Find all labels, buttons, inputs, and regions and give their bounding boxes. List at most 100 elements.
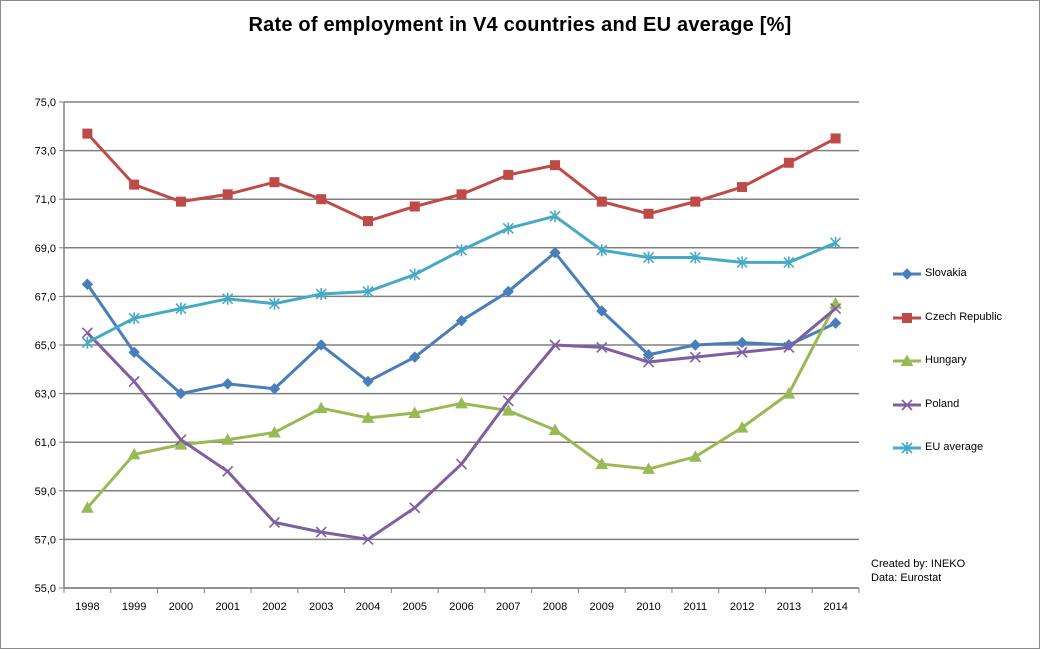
data-point-poland [409, 502, 421, 514]
x-tick-label: 2010 [636, 601, 660, 613]
legend-label: Slovakia [925, 267, 967, 279]
data-point-czech-republic [316, 194, 327, 205]
data-point-poland [642, 356, 655, 368]
data-point-czech-republic [175, 196, 186, 207]
x-tick-label: 2009 [590, 601, 614, 613]
data-point-eu-average [689, 251, 701, 264]
data-point-hungary [735, 421, 749, 433]
data-point-poland [81, 327, 93, 339]
data-point-slovakia [221, 378, 234, 390]
data-point-hungary [642, 462, 655, 474]
x-tick-label: 2008 [543, 601, 567, 613]
data-point-eu-average [642, 251, 655, 264]
data-point-eu-average [409, 268, 421, 281]
data-point-slovakia [128, 346, 140, 358]
data-point-eu-average [502, 222, 514, 235]
data-point-czech-republic [409, 201, 420, 212]
chart-credits: Created by: INEKO Data: Eurostat [871, 557, 965, 585]
data-point-eu-average [268, 297, 281, 310]
data-point-hungary [81, 501, 94, 513]
legend-item-hungary: Hungary [893, 349, 1033, 393]
data-point-poland [502, 395, 514, 407]
y-tick-label: 55,0 [35, 583, 56, 595]
x-tick-label: 2014 [823, 601, 847, 613]
legend-swatch-poland [893, 399, 921, 411]
y-tick-label: 69,0 [35, 243, 56, 255]
data-point-poland [268, 516, 281, 528]
legend-item-poland: Poland [893, 393, 1033, 437]
data-point-poland [175, 434, 187, 446]
data-point-slovakia [549, 246, 561, 259]
data-point-slovakia [736, 336, 748, 349]
legend-marker [900, 354, 914, 367]
legend-swatch-czech-republic [893, 312, 921, 323]
data-point-hungary [548, 423, 562, 436]
data-point-eu-average [81, 336, 93, 349]
data-point-slovakia [596, 305, 608, 317]
data-point-hungary [314, 401, 328, 414]
data-point-poland [783, 341, 795, 353]
data-point-czech-republic [222, 189, 233, 200]
data-point-poland [689, 351, 701, 363]
x-tick-label: 2003 [309, 601, 333, 613]
x-tick-label: 2000 [169, 601, 193, 613]
data-point-czech-republic [783, 157, 794, 168]
data-point-hungary [455, 396, 468, 409]
data-point-czech-republic [362, 216, 373, 227]
legend-marker [901, 442, 913, 455]
data-point-eu-average [362, 285, 374, 298]
legend-marker [902, 312, 912, 323]
data-point-czech-republic [503, 169, 514, 180]
data-point-hungary [361, 411, 375, 423]
data-point-czech-republic [737, 182, 748, 193]
data-point-poland [222, 465, 234, 477]
credits-data-source: Data: Eurostat [871, 572, 942, 584]
data-point-czech-republic [129, 179, 140, 190]
x-tick-label: 2013 [777, 601, 801, 613]
data-point-eu-average [175, 302, 187, 315]
data-point-eu-average [128, 312, 140, 325]
chart-title: Rate of employment in V4 countries and E… [248, 14, 792, 36]
data-point-slovakia [175, 387, 187, 400]
x-tick-label: 1998 [75, 601, 99, 613]
data-point-slovakia [642, 349, 655, 361]
data-point-poland [830, 302, 842, 315]
data-point-poland [736, 346, 748, 358]
data-point-slovakia [268, 383, 281, 395]
data-point-eu-average [549, 210, 561, 223]
data-point-poland [596, 341, 608, 353]
data-point-hungary [595, 457, 609, 470]
legend-label: Poland [925, 397, 960, 410]
data-point-hungary [127, 447, 141, 460]
data-point-eu-average [783, 256, 795, 269]
data-point-hungary [501, 404, 515, 416]
data-point-hungary [688, 450, 702, 462]
data-point-hungary [174, 438, 188, 450]
data-point-poland [549, 339, 561, 351]
legend-item-slovakia: Slovakia [893, 262, 1033, 306]
x-tick-label: 1999 [122, 601, 146, 613]
data-point-slovakia [315, 339, 327, 351]
y-tick-label: 61,0 [35, 437, 56, 449]
y-tick-label: 65,0 [35, 340, 56, 352]
data-point-eu-average [596, 244, 608, 257]
y-tick-label: 63,0 [35, 389, 56, 401]
legend-item-eu-average: EU average [893, 436, 1033, 480]
data-point-czech-republic [456, 189, 467, 200]
legend-marker [901, 399, 913, 411]
data-point-czech-republic [550, 160, 561, 171]
x-tick-label: 2005 [402, 601, 426, 613]
data-point-poland [455, 458, 468, 470]
data-point-czech-republic [596, 196, 607, 207]
data-point-hungary [268, 425, 281, 438]
data-point-hungary [782, 387, 796, 399]
x-tick-label: 2002 [262, 601, 286, 613]
data-point-poland [362, 533, 374, 545]
x-tick-label: 2012 [730, 601, 754, 613]
x-tick-label: 2007 [496, 601, 520, 613]
legend-swatch-eu-average [893, 442, 921, 455]
data-point-hungary [829, 297, 842, 309]
data-point-eu-average [736, 256, 748, 269]
y-tick-label: 75,0 [35, 97, 56, 109]
data-point-poland [315, 526, 327, 538]
